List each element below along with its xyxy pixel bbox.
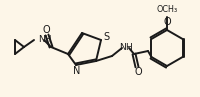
Text: N: N [73,66,81,76]
Text: NH: NH [38,35,52,43]
Text: O: O [42,25,50,35]
Text: OCH₃: OCH₃ [156,6,178,14]
Text: N: N [119,42,125,52]
Text: H: H [125,42,132,52]
Text: S: S [103,32,109,42]
Text: O: O [134,67,142,77]
Text: O: O [163,17,171,27]
